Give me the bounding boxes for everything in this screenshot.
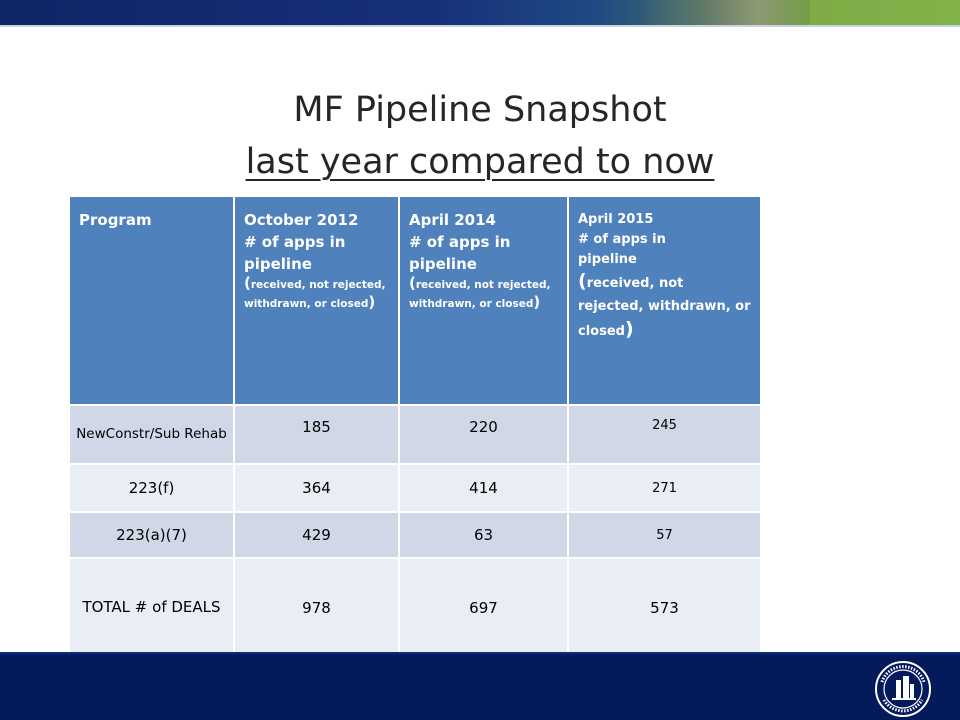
- slide-title-line1: MF Pipeline Snapshot: [293, 90, 667, 130]
- program-cell: 223(f): [70, 463, 234, 512]
- apr-2015-cell: 271: [567, 463, 760, 512]
- slide-title-line2: last year compared to now: [245, 142, 715, 182]
- header-april-2014: April 2014 # of apps in pipeline (receiv…: [398, 197, 568, 405]
- apr-2014-cell: 63: [398, 511, 568, 558]
- header-pipeline-label: pipeline: [244, 255, 312, 273]
- oct-2012-cell: 429: [233, 511, 399, 558]
- header-date: April 2014: [409, 211, 496, 229]
- oct-2012-cell: 364: [233, 463, 399, 512]
- program-cell: TOTAL # of DEALS: [70, 557, 234, 656]
- banner-photo-strip: [640, 0, 810, 27]
- header-note: (received, not rejected, withdrawn, or c…: [244, 274, 386, 311]
- header-program: Program: [70, 197, 234, 405]
- table-row: 223(a)(7) 429 63 57: [70, 511, 760, 558]
- header-note: (received, not rejected, withdrawn, or c…: [409, 274, 551, 311]
- slide-title: MF Pipeline Snapshot last year compared …: [0, 84, 960, 188]
- apr-2015-cell: 573: [567, 557, 760, 656]
- table-row: NewConstr/Sub Rehab 185 220 245: [70, 404, 760, 464]
- bottom-banner: [0, 652, 960, 720]
- footer-divider: [0, 652, 960, 654]
- header-date: October 2012: [244, 211, 359, 229]
- banner-divider: [0, 25, 960, 27]
- header-count-label: # of apps in: [244, 233, 346, 251]
- header-october-2012: October 2012 # of apps in pipeline (rece…: [233, 197, 399, 405]
- header-count-label: # of apps in: [409, 233, 511, 251]
- table-header-row: Program October 2012 # of apps in pipeli…: [70, 197, 760, 405]
- header-date: April 2015: [578, 212, 654, 227]
- apr-2014-cell: 220: [398, 404, 568, 464]
- header-pipeline-label: pipeline: [409, 255, 477, 273]
- apr-2014-cell: 697: [398, 557, 568, 656]
- header-note: (received, not rejected, withdrawn, or c…: [578, 270, 751, 340]
- table-row-total: TOTAL # of DEALS 978 697 573: [70, 557, 760, 656]
- header-count-label: # of apps in: [578, 232, 666, 247]
- apr-2015-cell: 57: [567, 511, 760, 558]
- oct-2012-cell: 185: [233, 404, 399, 464]
- table-row: 223(f) 364 414 271: [70, 463, 760, 512]
- pipeline-table: Program October 2012 # of apps in pipeli…: [70, 197, 760, 656]
- program-cell: 223(a)(7): [70, 511, 234, 558]
- top-banner: [0, 0, 960, 27]
- apr-2015-cell: 245: [567, 404, 760, 464]
- header-april-2015: April 2015 # of apps in pipeline (receiv…: [567, 197, 760, 405]
- hud-seal-icon: [875, 661, 931, 717]
- program-cell: NewConstr/Sub Rehab: [70, 404, 234, 464]
- header-pipeline-label: pipeline: [578, 252, 637, 267]
- oct-2012-cell: 978: [233, 557, 399, 656]
- apr-2014-cell: 414: [398, 463, 568, 512]
